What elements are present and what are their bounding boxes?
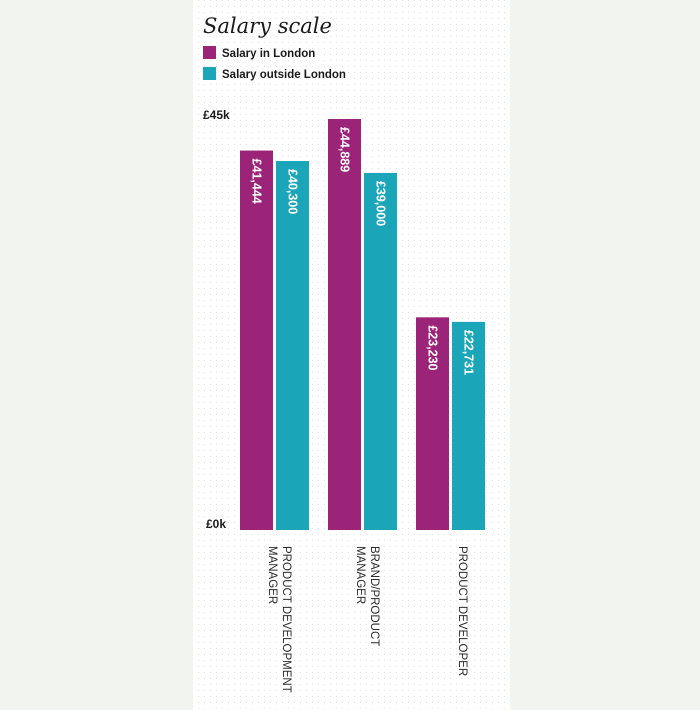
bar-london-2 (416, 317, 449, 530)
bar-value-label-outside-london-0: £40,300 (286, 169, 300, 214)
bar-london-0 (240, 150, 273, 530)
bar-value-label-london-1: £44,889 (338, 127, 352, 172)
category-label-2: PRODUCT DEVELOPER (456, 546, 468, 676)
category-label-2-line-0: PRODUCT DEVELOPER (456, 546, 468, 676)
bar-outside-london-2 (452, 321, 485, 530)
bar-outside-london-0 (276, 161, 309, 530)
y-axis-max-label: £45k (203, 108, 230, 122)
chart-title: Salary scale (203, 14, 332, 38)
bar-value-label-outside-london-1: £39,000 (374, 181, 388, 226)
category-label-1-line-1: MANAGER (354, 546, 366, 604)
legend-swatch-london (203, 46, 216, 59)
category-label-0-line-0: PRODUCT DEVELOPMENT (280, 546, 292, 693)
bars-group: £41,444 £40,300 £44,889 £39,000 £23,230 £22,7… (240, 119, 485, 530)
y-axis-min-label: £0k (206, 517, 226, 531)
legend-swatch-outside-london (203, 67, 216, 80)
legend-label-london: Salary in London (222, 48, 315, 60)
category-label-0-line-1: MANAGER (266, 546, 278, 604)
legend-label-outside-london: Salary outside London (222, 69, 346, 81)
bar-value-label-london-2: £23,230 (426, 325, 440, 370)
bar-value-label-london-0: £41,444 (250, 159, 264, 204)
bar-outside-london-1 (364, 172, 397, 530)
bar-london-1 (328, 119, 361, 530)
legend: Salary in London Salary outside London (203, 46, 346, 81)
category-label-1-line-0: BRAND/PRODUCT (368, 546, 380, 646)
bar-value-label-outside-london-2: £22,731 (462, 330, 476, 375)
